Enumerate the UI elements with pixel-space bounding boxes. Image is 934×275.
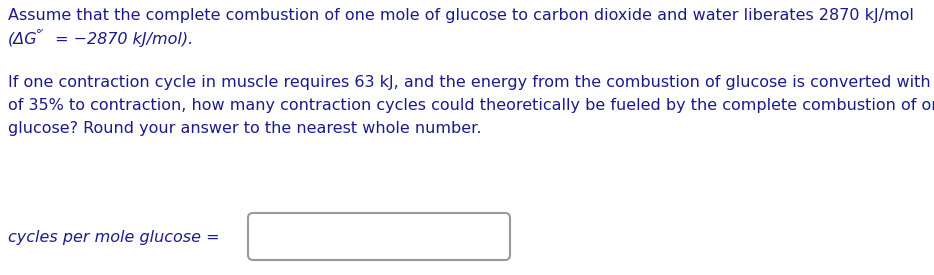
- Text: °′: °′: [36, 27, 45, 40]
- Text: cycles per mole glucose =: cycles per mole glucose =: [8, 230, 219, 245]
- Text: = −2870 kJ/mol).: = −2870 kJ/mol).: [50, 32, 193, 47]
- Text: of 35% to contraction, how many contraction cycles could theoretically be fueled: of 35% to contraction, how many contract…: [8, 98, 934, 113]
- FancyBboxPatch shape: [248, 213, 510, 260]
- Text: (ΔG: (ΔG: [8, 32, 37, 47]
- Text: glucose? Round your answer to the nearest whole number.: glucose? Round your answer to the neares…: [8, 121, 482, 136]
- Text: Assume that the complete combustion of one mole of glucose to carbon dioxide and: Assume that the complete combustion of o…: [8, 8, 913, 23]
- Text: If one contraction cycle in muscle requires 63 kJ, and the energy from the combu: If one contraction cycle in muscle requi…: [8, 75, 934, 90]
